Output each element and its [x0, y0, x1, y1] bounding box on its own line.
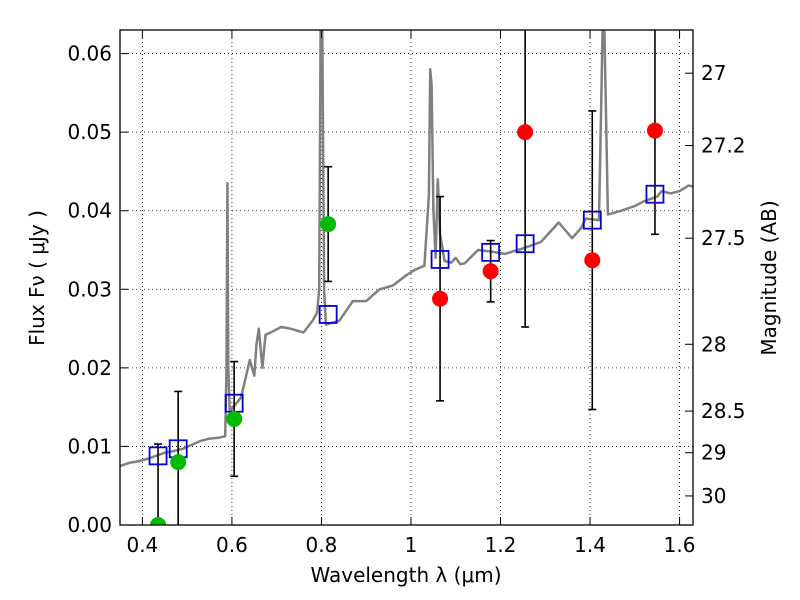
y-tick-label: 0.02	[67, 356, 112, 380]
data-point	[432, 290, 449, 307]
y-tick-label: 0.00	[67, 513, 112, 537]
model-photometry-square	[148, 446, 168, 466]
right-tick-label: 28.5	[701, 399, 746, 423]
x-tick-label: 1.4	[574, 533, 606, 557]
right-axis-label: Magnitude (AB)	[757, 200, 781, 355]
right-tick-label: 30	[701, 484, 726, 508]
x-tick-label: 0.6	[216, 533, 248, 557]
right-tick-label: 27.5	[701, 226, 746, 250]
data-point	[584, 252, 601, 269]
data-point	[226, 410, 243, 427]
y-tick-label: 0.03	[67, 277, 112, 301]
y-tick-label: 0.05	[67, 120, 112, 144]
y-tick-label: 0.01	[67, 434, 112, 458]
right-tick-label: 28	[701, 332, 726, 356]
plot-area	[120, 30, 693, 525]
model-photometry-square	[582, 210, 602, 230]
data-point	[150, 517, 167, 525]
x-tick-label: 1.2	[485, 533, 517, 557]
y-tick-label: 0.04	[67, 199, 112, 223]
grid	[120, 30, 693, 526]
x-tick-label: 1	[405, 533, 418, 557]
model-spectrum-line	[120, 30, 693, 468]
data-point	[320, 216, 337, 233]
right-tick-label: 27.2	[701, 134, 746, 158]
model-photometry-square	[515, 234, 535, 254]
model-photometry-square	[430, 250, 450, 269]
right-tick-label: 27	[701, 61, 726, 85]
data-point	[170, 454, 187, 471]
model-photometry-square	[645, 184, 665, 204]
y-tick-label: 0.06	[67, 42, 112, 66]
model-photometry-square	[318, 305, 338, 324]
x-tick-label: 0.8	[306, 533, 338, 557]
y-axis-label: Flux Fν ( μJy )	[25, 210, 49, 346]
x-tick-label: 1.6	[664, 533, 696, 557]
data-point	[646, 122, 663, 139]
plot-frame	[119, 29, 694, 526]
data-point	[482, 263, 499, 280]
right-tick-label: 29	[701, 441, 726, 465]
x-axis-label: Wavelength λ (μm)	[310, 563, 501, 587]
model-photometry-square	[481, 242, 501, 262]
data-point	[517, 124, 534, 141]
x-tick-label: 0.4	[126, 533, 158, 557]
axis-ticks: 0.4 0.6 0.8 1 1.2 1.4 1.6 0.00 0.01 0.02 0.03 0.04 0…	[67, 30, 746, 557]
